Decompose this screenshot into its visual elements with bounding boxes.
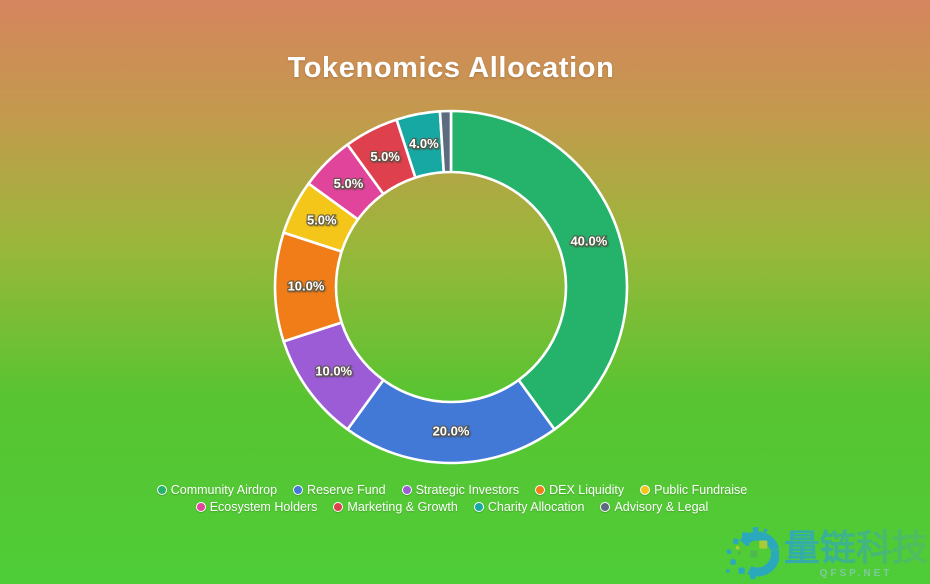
legend-row: Ecosystem Holders Marketing & Growth Chari… — [195, 500, 708, 514]
legend-label: Strategic Investors — [415, 483, 520, 497]
legend-swatch-icon — [156, 485, 167, 495]
logo-pixel-square — [726, 549, 732, 554]
slice-label-reserve-fund: 20.0% — [433, 423, 470, 438]
logo-pixel-square — [744, 541, 750, 546]
slice-label-public-fundraise: 5.0% — [307, 213, 337, 228]
slice-advisory-legal — [438, 109, 453, 174]
legend-swatch-icon — [195, 502, 206, 512]
logo-pixel-square — [730, 559, 736, 565]
logo-pixel-square — [750, 573, 756, 580]
donut-slices — [273, 109, 629, 465]
legend-swatch-icon — [333, 502, 344, 512]
slice-label-ecosystem-holders: 5.0% — [334, 176, 364, 191]
legend-swatch-icon — [293, 485, 304, 495]
slice-label-charity-allocation: 4.0% — [409, 136, 439, 151]
logo-pixel-square — [738, 567, 745, 574]
legend-item-reserve-fund: Reserve Fund — [293, 483, 386, 497]
brand-name: 量链科技 — [783, 527, 928, 569]
logo-pixel-square — [735, 545, 740, 550]
legend-swatch-icon — [600, 502, 611, 512]
legend-swatch-icon — [535, 485, 546, 495]
brand-logo-icon — [725, 527, 779, 580]
legend-label: Ecosystem Holders — [209, 500, 318, 514]
legend-label: Public Fundraise — [654, 483, 748, 497]
legend-item-public-fundraise: Public Fundraise — [640, 483, 747, 497]
legend-label: Marketing & Growth — [347, 500, 458, 514]
legend-label: Charity Allocation — [487, 500, 585, 514]
legend-label: DEX Liquidity — [549, 483, 625, 497]
donut-chart: 40.0% 20.0% 10.0% 10.0% 5.0% 5.0% 5.0% 4.0% — [273, 109, 629, 465]
legend-item-dex-liquidity: DEX Liquidity — [535, 483, 624, 497]
brand-site-url: QFSP.NET — [819, 567, 893, 579]
legend-swatch-icon — [401, 485, 412, 495]
slice-reserve-fund — [346, 378, 556, 465]
logo-pixel-square — [737, 551, 742, 555]
legend-label: Reserve Fund — [307, 483, 386, 497]
legend-swatch-icon — [473, 502, 484, 512]
legend-item-charity-allocation: Charity Allocation — [473, 500, 585, 514]
legend-item-advisory-legal: Advisory & Legal — [600, 500, 708, 514]
logo-pixel-square — [750, 550, 758, 558]
logo-pixel-square — [759, 540, 768, 549]
donut-slice-labels: 40.0% 20.0% 10.0% 10.0% 5.0% 5.0% 5.0% 4.0% — [286, 135, 609, 440]
watermark: 量链科技 QFSP.NET — [725, 526, 928, 582]
legend-item-community-airdrop: Community Airdrop — [156, 483, 278, 497]
logo-pixel-square — [742, 532, 749, 539]
slice-label-community-airdrop: 40.0% — [570, 234, 607, 249]
logo-pixel-square — [763, 528, 768, 533]
slice-label-marketing-growth: 5.0% — [370, 149, 400, 164]
legend-row: Community Airdrop Reserve Fund Strategic I… — [156, 483, 747, 497]
legend-label: Community Airdrop — [170, 483, 278, 497]
legend: Community Airdrop Reserve Fund Strategic I… — [0, 483, 904, 514]
slice-label-dex-liquidity: 10.0% — [288, 278, 325, 293]
legend-swatch-icon — [640, 485, 651, 495]
legend-item-strategic-investors: Strategic Investors — [401, 483, 520, 497]
legend-label: Advisory & Legal — [614, 500, 709, 514]
legend-item-marketing-growth: Marketing & Growth — [333, 500, 458, 514]
slice-community-airdrop — [449, 109, 629, 431]
legend-item-ecosystem-holders: Ecosystem Holders — [195, 500, 318, 514]
logo-pixel-square — [725, 569, 730, 573]
slice-label-strategic-investors: 10.0% — [315, 364, 352, 379]
logo-pixel-square — [752, 527, 759, 533]
logo-pixel-square — [733, 538, 739, 545]
chart-title: Tokenomics Allocation — [287, 52, 615, 84]
